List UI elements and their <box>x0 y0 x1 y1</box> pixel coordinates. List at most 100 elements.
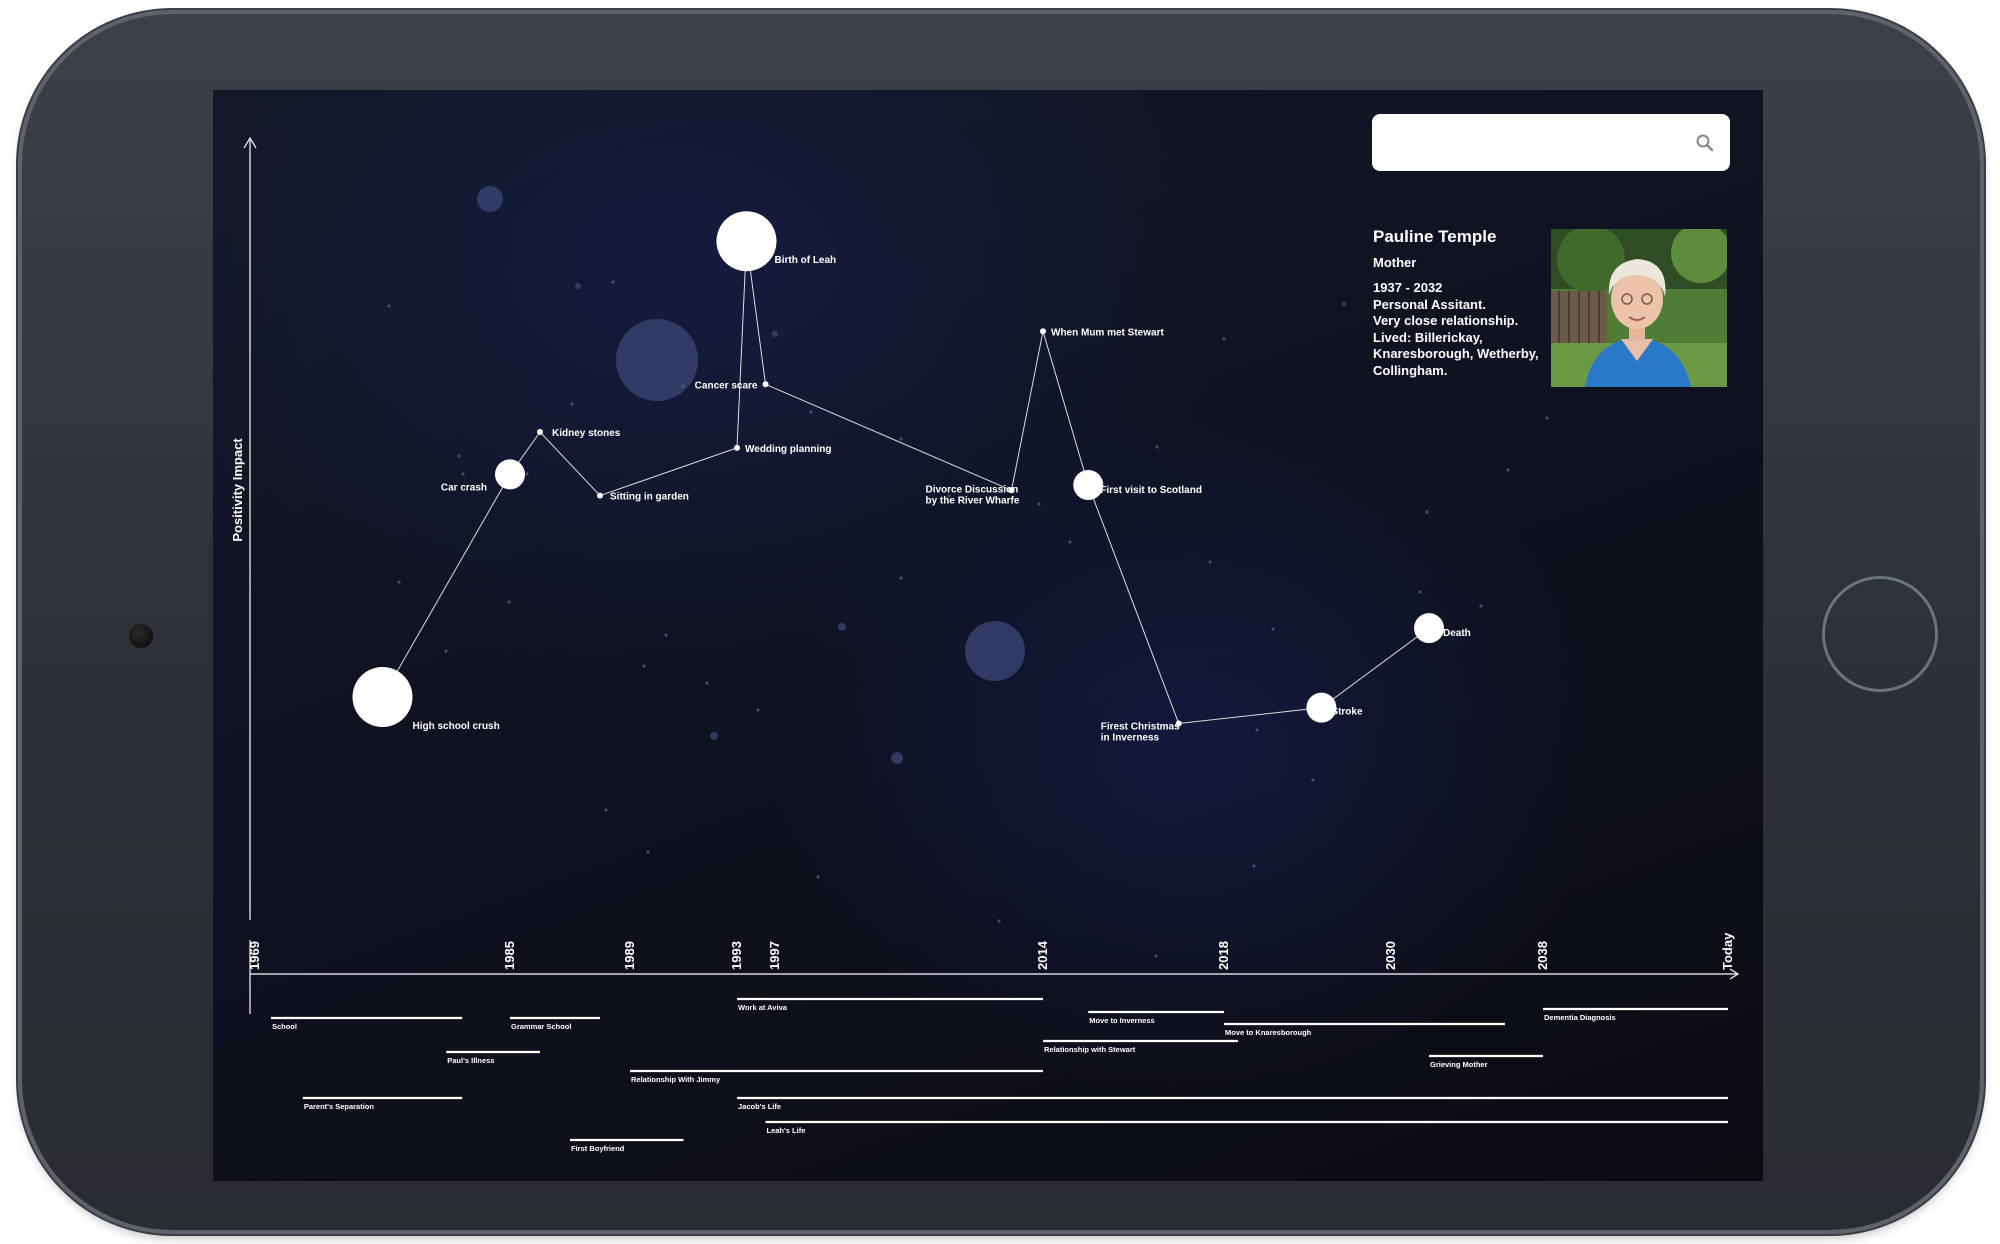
timeline-screen: Positivity Impact 1969 1985 1989 1993 1997 201… <box>213 90 1763 1181</box>
event-label: Firest Christmas <box>1101 722 1180 733</box>
background-dot <box>947 494 951 498</box>
background-dot <box>1068 540 1072 544</box>
x-tick-label: 2018 <box>1216 941 1231 970</box>
search-icon[interactable] <box>1694 132 1716 154</box>
background-dot <box>899 576 903 580</box>
event-label: Kidney stones <box>552 428 621 439</box>
background-dot <box>646 850 650 854</box>
search-input[interactable] <box>1384 124 1678 162</box>
profile-name: Pauline Temple <box>1373 227 1497 246</box>
event-label: First visit to Scotland <box>1100 485 1202 496</box>
event-marker[interactable] <box>1175 720 1182 727</box>
background-dot <box>816 875 820 879</box>
tablet-frame: Positivity Impact 1969 1985 1989 1993 1997 201… <box>22 14 1980 1230</box>
background-dot <box>681 384 685 388</box>
event-marker[interactable] <box>1073 470 1104 500</box>
y-axis-arrow <box>243 136 257 149</box>
background-dot <box>1252 864 1256 868</box>
background-dot <box>899 437 903 441</box>
x-tick-label: 2030 <box>1383 941 1398 970</box>
event-marker[interactable] <box>352 667 413 727</box>
event-label: Stroke <box>1331 707 1363 718</box>
background-bubble <box>838 623 846 631</box>
background-bubble <box>891 752 903 764</box>
period-label: School <box>272 1022 297 1031</box>
event-label: Cancer scare <box>695 380 758 391</box>
profile-detail: Very close relationship. <box>1373 313 1519 328</box>
period-label: Grammar School <box>511 1022 571 1031</box>
event-label: Wedding planning <box>745 444 831 455</box>
x-tick-label: 1969 <box>247 941 262 970</box>
background-dot <box>570 402 574 406</box>
profile-role: Mother <box>1373 255 1417 270</box>
background-dot <box>1506 468 1510 472</box>
period-label: Jacob's Life <box>738 1102 781 1111</box>
event-marker[interactable] <box>537 429 543 435</box>
event-label: High school crush <box>413 721 500 732</box>
background-dot <box>397 580 401 584</box>
profile-card: Pauline Temple Mother 1937 - 2032 Person… <box>1373 227 1573 379</box>
period-label: Parent's Separation <box>304 1102 375 1111</box>
period-label: Move to Inverness <box>1089 1016 1154 1025</box>
profile-detail: Lived: Billerickay, <box>1373 329 1483 345</box>
event-label: Death <box>1443 628 1471 639</box>
event-label: Car crash <box>441 482 487 493</box>
background-dot <box>457 454 461 458</box>
event-marker[interactable] <box>1306 692 1337 723</box>
x-tick-label: 2038 <box>1535 941 1550 970</box>
x-tick-label: 1993 <box>729 941 744 970</box>
event-marker[interactable] <box>716 211 777 272</box>
period-label: Paul's Illness <box>447 1056 494 1065</box>
background-dot <box>1155 445 1159 449</box>
portrait-photo-icon <box>1551 229 1727 387</box>
x-tick-label: Today <box>1720 932 1735 970</box>
background-bubble <box>575 283 581 289</box>
period-label: Grieving Mother <box>1430 1060 1488 1069</box>
home-button[interactable] <box>1822 576 1938 692</box>
profile-photo <box>1551 229 1727 387</box>
event-marker[interactable] <box>1008 487 1015 494</box>
event-label: in Inverness <box>1101 733 1160 744</box>
background-dot <box>1342 302 1346 306</box>
x-axis-arrow <box>1729 968 1740 980</box>
event-marker[interactable] <box>1414 613 1444 644</box>
background-dot <box>642 664 646 668</box>
background-bubble <box>965 621 1025 681</box>
event-marker[interactable] <box>762 381 769 388</box>
background-dot <box>1208 560 1212 564</box>
event-marker[interactable] <box>597 492 603 499</box>
profile-detail: Knaresborough, Wetherby, <box>1373 346 1539 361</box>
x-tick-label: 1989 <box>622 941 637 970</box>
event-marker[interactable] <box>495 459 525 490</box>
background-dot <box>756 708 760 712</box>
background-dot <box>809 410 813 414</box>
background-dot <box>664 633 668 637</box>
life-impact-chart: Positivity Impact 1969 1985 1989 1993 1997 201… <box>230 136 1740 1153</box>
background-dot <box>387 304 391 308</box>
period-label: Relationship with Stewart <box>1044 1045 1136 1054</box>
event-label: Sitting in garden <box>610 492 689 503</box>
event-label: When Mum met Stewart <box>1051 327 1164 338</box>
profile-years: 1937 - 2032 <box>1373 280 1443 295</box>
background-dot <box>1479 604 1483 608</box>
period-label: Leah's Life <box>767 1126 806 1135</box>
event-label: Divorce Discussion <box>925 484 1018 495</box>
background-bubble <box>710 732 718 740</box>
background-dot <box>1222 337 1226 341</box>
background-dot <box>444 649 448 653</box>
background-dot <box>1271 627 1275 631</box>
background-bubble <box>477 186 503 212</box>
background-dot <box>705 681 709 685</box>
event-marker[interactable] <box>1040 328 1046 335</box>
background-dot <box>1545 416 1549 420</box>
y-axis-label: Positivity Impact <box>230 438 245 542</box>
search-bar[interactable] <box>1372 114 1730 171</box>
event-marker[interactable] <box>734 444 740 451</box>
period-label: Relationship With Jimmy <box>631 1075 721 1084</box>
background-dot <box>1425 510 1429 514</box>
background-dot <box>1037 502 1041 506</box>
background-bubble <box>772 331 778 337</box>
profile-detail: Personal Assitant. <box>1373 296 1486 312</box>
period-label: Dementia Diagnosis <box>1544 1013 1616 1022</box>
x-tick-label: 1997 <box>767 941 782 970</box>
